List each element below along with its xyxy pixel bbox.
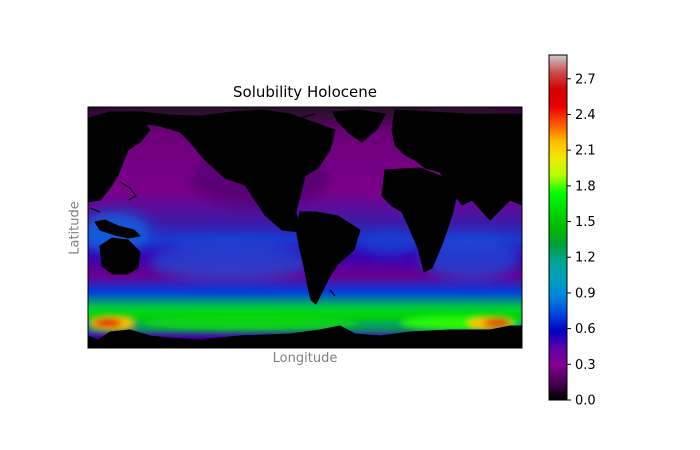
south-america <box>295 211 361 305</box>
coastlines <box>89 113 336 297</box>
colorbar-tick-label: 2.7 <box>575 72 596 87</box>
colorbar-tick-label: 1.8 <box>575 179 596 194</box>
colorbar-frame <box>548 54 568 401</box>
x-axis-label: Longitude <box>272 351 338 366</box>
colorbar-gradient <box>549 55 567 400</box>
colorbar-tick-label: 1.2 <box>575 251 596 266</box>
indian-ocean-blue <box>420 236 520 280</box>
colorbar-tick-label: 0.9 <box>575 286 596 301</box>
colorbar-ticks: 0.0 0.3 0.6 0.9 1.2 1.5 1.8 2.1 2.4 2.7 <box>567 72 596 409</box>
y-axis-label: Latitude <box>67 201 83 255</box>
north-america <box>88 109 336 233</box>
colorbar-tick-label: 0.0 <box>575 394 596 409</box>
australia <box>99 237 141 275</box>
colorbar-tick-label: 1.5 <box>575 215 596 230</box>
greenland <box>332 109 386 143</box>
southern-ocean-features <box>88 315 522 333</box>
atlantic-blue <box>365 233 415 257</box>
asia-west-edge <box>88 117 151 203</box>
chart-title: Solubility Holocene <box>233 83 377 101</box>
weddell-red <box>483 319 511 327</box>
colorbar-tick-label: 2.4 <box>575 108 596 123</box>
map-axes <box>88 107 522 348</box>
map-frame <box>87 106 523 349</box>
colorbar-tick-label: 0.6 <box>575 322 596 337</box>
southern-green-band <box>140 316 360 330</box>
land-masses <box>88 109 522 348</box>
arabia <box>445 177 473 206</box>
antarctica <box>88 325 522 348</box>
south-pacific-blue <box>150 242 310 282</box>
colorbar-tick-label: 2.1 <box>575 144 596 159</box>
colorbar: 0.0 0.3 0.6 0.9 1.2 1.5 1.8 2.1 2.4 2.7 <box>548 54 596 409</box>
ross-sea-red <box>94 319 122 327</box>
colorbar-tick-label: 0.3 <box>575 358 596 373</box>
indonesia <box>94 219 141 239</box>
